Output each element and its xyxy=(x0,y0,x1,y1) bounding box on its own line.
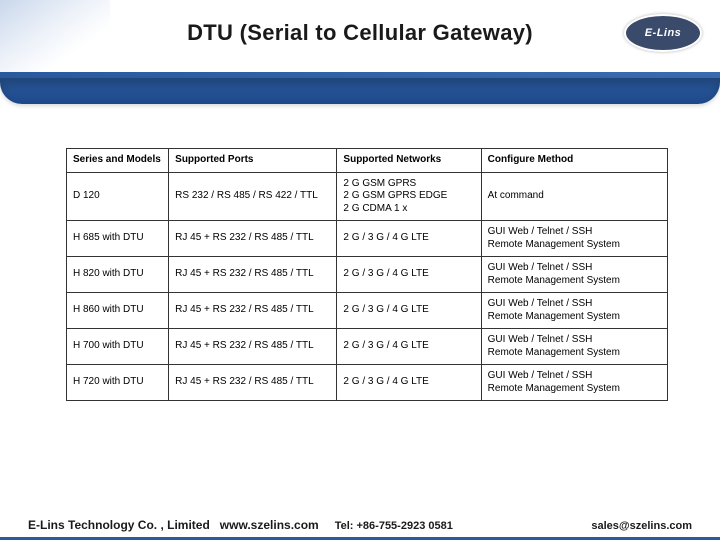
brand-logo: E-Lins xyxy=(624,12,702,54)
spec-table: Series and Models Supported Ports Suppor… xyxy=(66,148,668,401)
table-cell: D 120 xyxy=(67,172,169,221)
table-cell: RJ 45 + RS 232 / RS 485 / TTL xyxy=(169,221,337,257)
col-series: Series and Models xyxy=(67,149,169,173)
table-cell: RJ 45 + RS 232 / RS 485 / TTL xyxy=(169,365,337,401)
table-cell: GUI Web / Telnet / SSHRemote Management … xyxy=(481,329,667,365)
table-row: H 860 with DTURJ 45 + RS 232 / RS 485 / … xyxy=(67,293,668,329)
col-networks: Supported Networks xyxy=(337,149,481,173)
table-row: H 700 with DTURJ 45 + RS 232 / RS 485 / … xyxy=(67,329,668,365)
table-cell: H 700 with DTU xyxy=(67,329,169,365)
footer-email: sales@szelins.com xyxy=(591,520,692,532)
table-row: D 120RS 232 / RS 485 / RS 422 / TTL2 G G… xyxy=(67,172,668,221)
logo-ellipse: E-Lins xyxy=(624,14,702,52)
table-cell: RS 232 / RS 485 / RS 422 / TTL xyxy=(169,172,337,221)
table-cell: GUI Web / Telnet / SSHRemote Management … xyxy=(481,293,667,329)
slide-header: DTU (Serial to Cellular Gateway) E-Lins xyxy=(0,0,720,78)
footer-company: E-Lins Technology Co. , Limited xyxy=(28,518,210,532)
table-body: D 120RS 232 / RS 485 / RS 422 / TTL2 G G… xyxy=(67,172,668,401)
table-cell: RJ 45 + RS 232 / RS 485 / TTL xyxy=(169,293,337,329)
footer-tel: Tel: +86-755-2923 0581 xyxy=(335,520,453,532)
col-ports: Supported Ports xyxy=(169,149,337,173)
table-cell: 2 G / 3 G / 4 G LTE xyxy=(337,221,481,257)
col-configure: Configure Method xyxy=(481,149,667,173)
table-cell: 2 G GSM GPRS2 G GSM GPRS EDGE2 G CDMA 1 … xyxy=(337,172,481,221)
table-cell: 2 G / 3 G / 4 G LTE xyxy=(337,365,481,401)
table-cell: GUI Web / Telnet / SSHRemote Management … xyxy=(481,221,667,257)
table-cell: H 860 with DTU xyxy=(67,293,169,329)
table-cell: GUI Web / Telnet / SSHRemote Management … xyxy=(481,365,667,401)
logo-text: E-Lins xyxy=(645,27,682,39)
table-cell: H 820 with DTU xyxy=(67,257,169,293)
table-cell: GUI Web / Telnet / SSHRemote Management … xyxy=(481,257,667,293)
table-row: H 720 with DTURJ 45 + RS 232 / RS 485 / … xyxy=(67,365,668,401)
table-cell: RJ 45 + RS 232 / RS 485 / TTL xyxy=(169,257,337,293)
table-row: H 685 with DTURJ 45 + RS 232 / RS 485 / … xyxy=(67,221,668,257)
table-header-row: Series and Models Supported Ports Suppor… xyxy=(67,149,668,173)
table-cell: 2 G / 3 G / 4 G LTE xyxy=(337,257,481,293)
content-area: Series and Models Supported Ports Suppor… xyxy=(66,148,668,401)
table-cell: 2 G / 3 G / 4 G LTE xyxy=(337,293,481,329)
table-cell: H 685 with DTU xyxy=(67,221,169,257)
table-cell: At command xyxy=(481,172,667,221)
table-row: H 820 with DTURJ 45 + RS 232 / RS 485 / … xyxy=(67,257,668,293)
slide-footer: E-Lins Technology Co. , Limited www.szel… xyxy=(0,518,720,532)
slide-title: DTU (Serial to Cellular Gateway) xyxy=(0,20,720,46)
header-accent-bar xyxy=(0,78,720,104)
table-cell: RJ 45 + RS 232 / RS 485 / TTL xyxy=(169,329,337,365)
table-cell: 2 G / 3 G / 4 G LTE xyxy=(337,329,481,365)
table-cell: H 720 with DTU xyxy=(67,365,169,401)
footer-site: www.szelins.com xyxy=(220,518,319,532)
